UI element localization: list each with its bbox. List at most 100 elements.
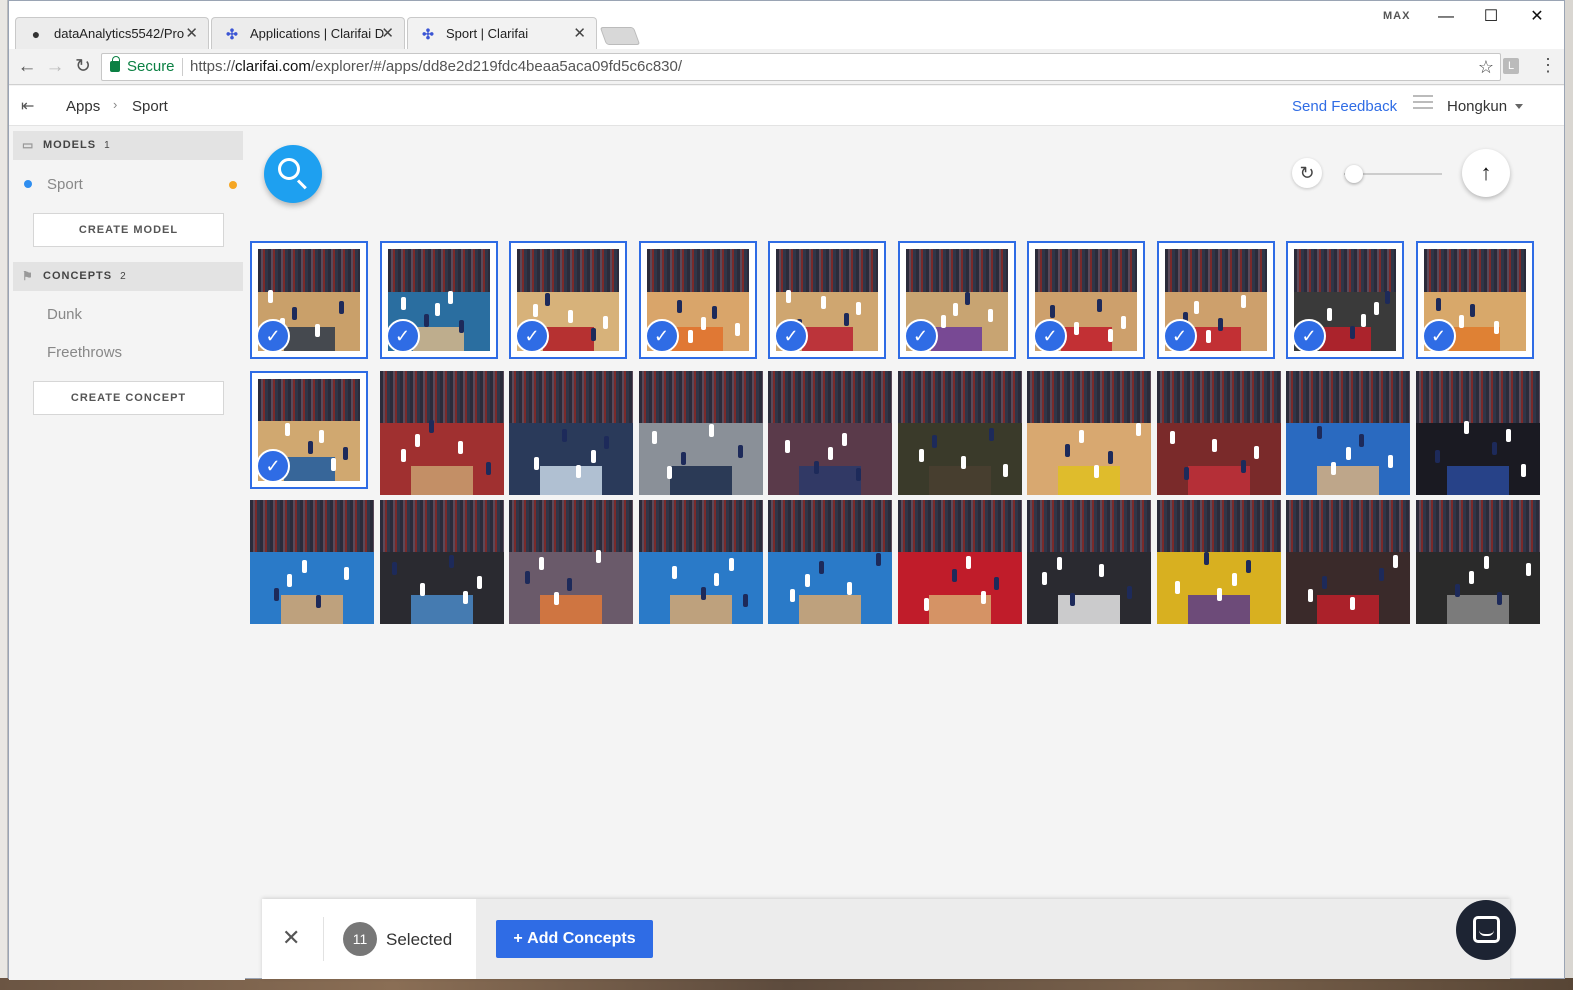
check-icon[interactable]: ✓ bbox=[385, 319, 420, 353]
basketball-image bbox=[379, 370, 504, 495]
check-icon[interactable]: ✓ bbox=[644, 319, 679, 353]
close-window-icon[interactable]: ✕ bbox=[1530, 8, 1544, 25]
check-icon[interactable]: ✓ bbox=[515, 319, 549, 353]
close-tab-icon[interactable]: ✕ bbox=[573, 25, 586, 42]
url-text[interactable]: https://clarifai.com/explorer/#/apps/dd8… bbox=[190, 54, 682, 80]
image-crowd bbox=[1035, 249, 1137, 292]
image-thumbnail[interactable] bbox=[1027, 500, 1151, 624]
sidebar-item-concept-freethrows[interactable]: Freethrows bbox=[47, 344, 123, 361]
image-thumbnail[interactable] bbox=[768, 500, 892, 624]
image-thumbnail[interactable] bbox=[379, 370, 504, 495]
check-icon[interactable]: ✓ bbox=[774, 319, 808, 353]
image-thumbnail[interactable] bbox=[1156, 500, 1281, 624]
image-thumbnail[interactable] bbox=[1156, 370, 1281, 495]
image-thumbnail[interactable] bbox=[379, 500, 504, 624]
address-bar[interactable]: Secure https://clarifai.com/explorer/#/a… bbox=[101, 53, 1501, 81]
image-thumbnail-selected[interactable]: ✓ bbox=[897, 241, 1016, 359]
check-icon[interactable]: ✓ bbox=[1421, 319, 1456, 353]
check-icon[interactable]: ✓ bbox=[1162, 319, 1197, 353]
create-model-button[interactable]: CREATE MODEL bbox=[33, 213, 224, 247]
image-player bbox=[1373, 302, 1379, 316]
close-tab-icon[interactable]: ✕ bbox=[381, 25, 394, 42]
image-crowd bbox=[1164, 249, 1267, 292]
image-player bbox=[1468, 570, 1474, 584]
image-thumbnail[interactable] bbox=[897, 370, 1022, 495]
image-player bbox=[1350, 325, 1356, 339]
bookmark-star-icon[interactable]: ☆ bbox=[1477, 57, 1494, 77]
image-player bbox=[1392, 554, 1398, 568]
refresh-button[interactable]: ↻ bbox=[1292, 158, 1322, 188]
create-concept-button[interactable]: CREATE CONCEPT bbox=[33, 381, 224, 415]
image-player bbox=[729, 558, 735, 572]
image-player bbox=[709, 423, 715, 437]
image-thumbnail-selected[interactable]: ✓ bbox=[379, 241, 498, 359]
image-thumbnail-selected[interactable]: ✓ bbox=[1415, 241, 1534, 359]
collapse-sidebar-icon[interactable]: ⇤ bbox=[21, 98, 35, 115]
divider bbox=[323, 917, 324, 961]
image-paint-area bbox=[413, 327, 464, 351]
breadcrumb-apps[interactable]: Apps bbox=[66, 98, 101, 115]
image-thumbnail[interactable] bbox=[638, 500, 763, 624]
tab-label: Applications | Clarifai D bbox=[250, 26, 385, 41]
zoom-slider-handle[interactable] bbox=[1344, 165, 1363, 183]
image-thumbnail-selected[interactable]: ✓ bbox=[1286, 241, 1404, 359]
image-thumbnail[interactable] bbox=[897, 500, 1022, 624]
minimize-icon[interactable]: — bbox=[1438, 8, 1454, 25]
image-thumbnail[interactable] bbox=[509, 370, 633, 495]
image-thumbnail-selected[interactable]: ✓ bbox=[768, 241, 886, 359]
image-thumbnail[interactable] bbox=[1286, 370, 1410, 495]
back-icon[interactable]: ← bbox=[17, 56, 37, 77]
image-thumbnail[interactable] bbox=[1415, 500, 1540, 624]
browser-menu-icon[interactable]: ⋮ bbox=[1539, 55, 1557, 75]
image-thumbnail[interactable] bbox=[509, 500, 633, 624]
image-player bbox=[1136, 422, 1142, 436]
upload-button[interactable]: ↑ bbox=[1462, 149, 1510, 197]
image-player bbox=[1493, 321, 1499, 335]
image-thumbnail[interactable] bbox=[638, 370, 763, 495]
maximize-icon[interactable]: ☐ bbox=[1483, 8, 1499, 25]
hamburger-icon[interactable] bbox=[1413, 95, 1433, 111]
forward-icon[interactable]: → bbox=[45, 56, 65, 77]
window-label: MAX bbox=[1383, 10, 1411, 22]
extension-icon[interactable]: L bbox=[1503, 58, 1519, 74]
image-thumbnail[interactable] bbox=[1027, 370, 1151, 495]
image-thumbnail-selected[interactable]: ✓ bbox=[1156, 241, 1275, 359]
chat-launcher-button[interactable] bbox=[1456, 900, 1516, 960]
breadcrumb-current-app: Sport bbox=[132, 98, 168, 115]
caret-down-icon[interactable] bbox=[1515, 104, 1523, 109]
image-thumbnail-selected[interactable]: ✓ bbox=[250, 370, 368, 489]
close-tab-icon[interactable]: ✕ bbox=[185, 25, 198, 42]
send-feedback-link[interactable]: Send Feedback bbox=[1292, 98, 1398, 115]
image-thumbnail[interactable] bbox=[768, 370, 892, 495]
check-icon[interactable]: ✓ bbox=[1292, 319, 1326, 353]
image-thumbnail[interactable] bbox=[1286, 500, 1410, 624]
image-thumbnail[interactable] bbox=[250, 500, 374, 624]
image-player bbox=[1203, 552, 1209, 566]
image-thumbnail-selected[interactable]: ✓ bbox=[1027, 241, 1145, 359]
sidebar-item-concept-dunk[interactable]: Dunk bbox=[47, 306, 83, 323]
check-icon[interactable]: ✓ bbox=[1033, 319, 1067, 353]
image-thumbnail-selected[interactable]: ✓ bbox=[509, 241, 627, 359]
selected-count-badge: 11 bbox=[343, 922, 377, 956]
zoom-slider[interactable] bbox=[1344, 165, 1442, 183]
tab-github[interactable]: ● dataAnalytics5542/Pro ✕ bbox=[15, 17, 209, 49]
image-player bbox=[652, 431, 658, 445]
tab-sport[interactable]: ✣ Sport | Clarifai ✕ bbox=[407, 17, 597, 49]
sidebar-item-model-sport[interactable]: Sport bbox=[47, 176, 83, 193]
search-button[interactable] bbox=[264, 145, 322, 203]
check-icon[interactable]: ✓ bbox=[256, 448, 290, 483]
image-paint-area bbox=[542, 327, 594, 351]
image-thumbnail-selected[interactable]: ✓ bbox=[638, 241, 757, 359]
check-icon[interactable]: ✓ bbox=[256, 319, 290, 353]
image-thumbnail-selected[interactable]: ✓ bbox=[250, 241, 368, 359]
close-icon[interactable]: ✕ bbox=[282, 925, 301, 950]
image-crowd bbox=[1286, 370, 1410, 423]
new-tab-button[interactable] bbox=[599, 27, 641, 45]
user-menu[interactable]: Hongkun bbox=[1447, 98, 1508, 115]
check-icon[interactable]: ✓ bbox=[903, 319, 938, 353]
reload-icon[interactable]: ↻ bbox=[75, 56, 91, 77]
add-concepts-button[interactable]: + Add Concepts bbox=[496, 920, 653, 958]
image-player bbox=[575, 464, 581, 478]
tab-applications[interactable]: ✣ Applications | Clarifai D ✕ bbox=[211, 17, 405, 49]
image-thumbnail[interactable] bbox=[1415, 370, 1540, 495]
